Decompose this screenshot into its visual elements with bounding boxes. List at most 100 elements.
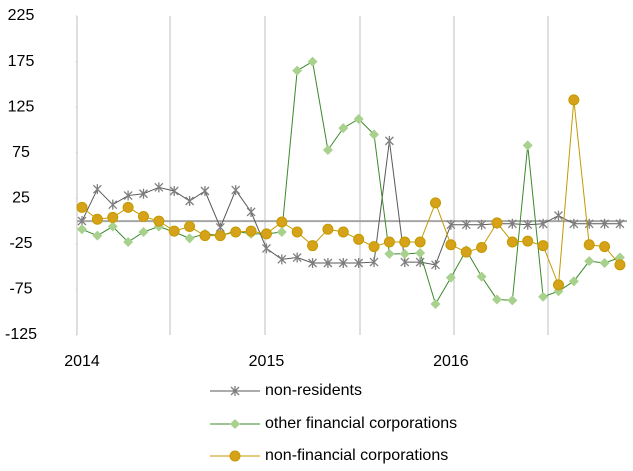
point <box>476 242 488 254</box>
y-tick-label: -125 <box>5 326 37 343</box>
point <box>229 450 241 462</box>
point <box>583 239 595 251</box>
point <box>338 257 348 268</box>
point <box>615 218 625 229</box>
point <box>92 230 103 241</box>
point <box>123 190 133 201</box>
point <box>230 386 240 396</box>
point <box>399 236 411 248</box>
point <box>77 224 87 235</box>
point <box>446 219 456 230</box>
point <box>108 199 118 210</box>
y-tick-label: -25 <box>9 235 32 252</box>
point <box>383 236 395 248</box>
point <box>353 233 365 245</box>
point <box>523 219 533 230</box>
series-line <box>81 60 621 306</box>
point <box>384 248 395 259</box>
point <box>599 257 610 268</box>
point <box>369 257 379 268</box>
point <box>476 271 487 282</box>
point <box>600 218 610 229</box>
y-tick-label: 25 <box>12 190 30 207</box>
point <box>338 123 349 134</box>
x-tick-label: 2014 <box>64 353 100 370</box>
point <box>230 226 242 238</box>
point <box>322 144 333 155</box>
point <box>184 233 195 244</box>
point <box>323 257 333 268</box>
y-tick-label: -75 <box>9 281 32 298</box>
point <box>308 257 318 268</box>
point <box>307 56 318 67</box>
point <box>169 185 179 196</box>
point <box>614 259 626 271</box>
point <box>260 228 272 240</box>
point <box>399 248 410 259</box>
point <box>369 129 380 140</box>
series <box>76 94 626 291</box>
point <box>276 216 288 228</box>
x-tick-label: 2015 <box>249 353 285 370</box>
legend-label: non-financial corporations <box>265 447 448 464</box>
legend-label: other financial corporations <box>265 415 457 432</box>
point <box>199 230 211 242</box>
point <box>506 236 518 248</box>
legend-item: non-residents <box>210 382 362 399</box>
point <box>153 215 165 227</box>
point <box>107 211 119 223</box>
point <box>430 299 441 310</box>
point <box>322 223 334 235</box>
point <box>200 185 210 196</box>
point <box>460 246 472 258</box>
point <box>246 206 256 217</box>
legend-label: non-residents <box>265 382 362 399</box>
point <box>231 185 241 196</box>
point <box>107 221 118 232</box>
point <box>430 197 442 209</box>
point <box>307 240 319 252</box>
point <box>214 230 226 242</box>
y-tick-label: 225 <box>8 7 35 24</box>
point <box>491 294 502 305</box>
point <box>568 94 580 106</box>
point <box>507 295 518 306</box>
series <box>77 135 625 270</box>
point <box>230 419 240 429</box>
point <box>461 219 471 230</box>
point <box>491 217 503 229</box>
point <box>92 184 102 195</box>
y-tick-label: 175 <box>8 53 35 70</box>
point <box>292 252 302 263</box>
point <box>384 135 394 146</box>
series-line <box>81 140 620 266</box>
point <box>537 240 549 252</box>
point <box>445 239 457 251</box>
vertical-grid <box>76 16 549 335</box>
point <box>599 241 611 253</box>
point <box>137 211 149 223</box>
point <box>91 213 103 225</box>
point <box>507 218 517 229</box>
point <box>569 218 579 229</box>
point <box>353 113 364 124</box>
point <box>168 225 180 237</box>
point <box>276 227 287 238</box>
point <box>445 272 456 283</box>
point <box>552 279 564 291</box>
point <box>291 226 303 238</box>
point <box>584 256 595 267</box>
point <box>337 226 349 238</box>
point <box>415 247 426 258</box>
point <box>184 221 196 233</box>
point <box>354 257 364 268</box>
point <box>76 201 88 213</box>
point <box>431 259 440 270</box>
point <box>154 182 164 193</box>
point <box>277 254 287 265</box>
point <box>522 235 534 247</box>
point <box>138 227 149 238</box>
point <box>261 243 271 254</box>
point <box>139 188 148 199</box>
x-tick-label: 2016 <box>433 353 469 370</box>
